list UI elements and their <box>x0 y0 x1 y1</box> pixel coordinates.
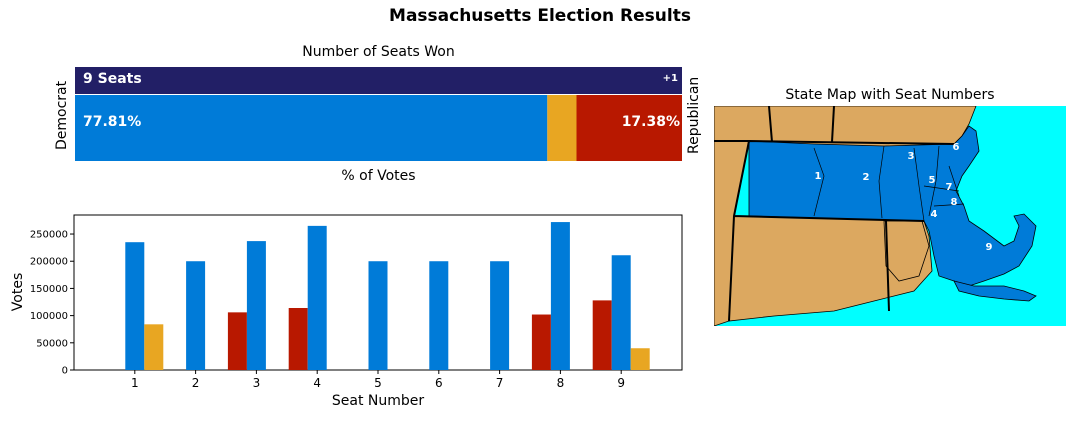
map-seat-label-3: 3 <box>908 151 915 162</box>
democrat-axis-label: Democrat <box>54 80 70 150</box>
bar-seat-1-other <box>144 324 164 370</box>
votes-bar-chart: 0 50000 100000 150000 200000 250000 1 2 3 4 5 6 7 8 9… <box>10 214 683 409</box>
y-tick-label: 200000 <box>30 257 68 268</box>
vote-share-axis-label: % of Votes <box>341 168 416 184</box>
bar-seat-7-dem <box>490 261 510 370</box>
state-borders <box>714 106 955 322</box>
bar-seat-5-dem <box>368 261 388 370</box>
democrat-percent-label: 77.81% <box>83 114 142 130</box>
map-seat-label-5: 5 <box>929 175 936 186</box>
bar-seat-1-dem <box>125 242 145 370</box>
vote-share-segment-democrat <box>75 95 548 161</box>
vote-share-bar <box>75 95 682 161</box>
seats-plus-label: +1 <box>662 73 678 84</box>
x-tick-label: 3 <box>253 376 261 390</box>
bar-seat-9-dem <box>611 255 631 370</box>
bar-seat-8-rep <box>531 314 551 370</box>
seats-count-label: 9 Seats <box>83 71 142 87</box>
y-tick-label: 0 <box>62 366 68 377</box>
map-seat-label-9: 9 <box>986 242 993 253</box>
map-seat-label-6: 6 <box>953 142 960 153</box>
map-title: State Map with Seat Numbers <box>785 87 995 103</box>
vote-share-segment-republican <box>576 95 682 161</box>
x-tick-label: 5 <box>374 376 382 390</box>
map-seat-label-7: 7 <box>946 182 953 193</box>
republican-axis-label: Republican <box>686 76 702 154</box>
bar-seat-9-other <box>630 348 650 370</box>
y-tick-label: 250000 <box>30 230 68 241</box>
cape-cod <box>953 280 1037 302</box>
district-borders <box>813 145 965 222</box>
bar-seat-2-dem <box>186 261 206 370</box>
x-tick-label: 1 <box>131 376 139 390</box>
bar-seat-4-dem <box>307 225 327 370</box>
vote-share-segment-other <box>547 95 577 161</box>
bar-seat-6-dem <box>429 261 449 370</box>
map-seat-label-4: 4 <box>931 209 938 220</box>
x-tick-label: 4 <box>313 376 321 390</box>
x-tick-label: 2 <box>192 376 200 390</box>
map-seat-label-2: 2 <box>863 172 870 183</box>
map-seat-label-8: 8 <box>951 197 958 208</box>
bar-seat-9-rep <box>592 300 612 370</box>
state-map: 1 2 3 4 5 6 7 8 9 <box>714 106 1066 326</box>
bar-seat-3-rep <box>227 312 247 370</box>
republican-percent-label: 17.38% <box>621 114 680 130</box>
y-tick-label: 50000 <box>36 338 68 349</box>
x-tick-label: 6 <box>435 376 443 390</box>
bar-seat-3-dem <box>246 241 266 370</box>
y-axis-label: Votes <box>10 273 26 311</box>
bar-seat-4-rep <box>288 308 308 370</box>
seats-panel-title: Number of Seats Won <box>302 44 455 60</box>
seats-bar <box>75 67 682 94</box>
figure-title: Massachusetts Election Results <box>389 6 691 26</box>
map-seat-label-1: 1 <box>815 171 822 182</box>
x-tick-label: 7 <box>496 376 504 390</box>
y-tick-label: 150000 <box>30 284 68 295</box>
x-axis-label: Seat Number <box>332 393 425 409</box>
x-tick-label: 8 <box>557 376 565 390</box>
x-tick-label: 9 <box>617 376 625 390</box>
y-tick-label: 100000 <box>30 311 68 322</box>
bar-seat-8-dem <box>550 222 570 370</box>
